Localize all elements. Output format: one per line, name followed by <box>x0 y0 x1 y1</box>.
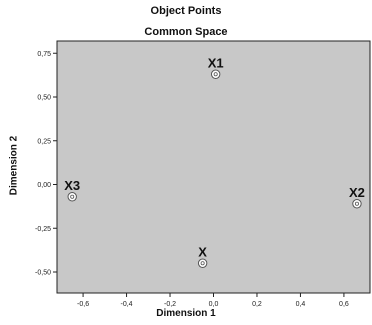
chart-title: Object Points <box>150 5 222 17</box>
x-axis-ticks: -0,6 -0,4 -0,2 0,0 0,2 0,4 0,6 <box>77 293 349 308</box>
data-point-marker <box>67 192 77 202</box>
x-tick-label: -0,4 <box>121 301 133 308</box>
data-point-marker <box>210 69 221 79</box>
data-point-marker-inner <box>200 261 205 266</box>
y-axis-ticks: 0,75 0,50 0,25 0,00 -0,25 -0,50 <box>35 51 57 277</box>
y-axis-label: Dimension 2 <box>8 135 20 196</box>
x-tick-label: 0,6 <box>339 301 349 308</box>
data-point-marker-inner <box>354 201 359 206</box>
y-tick-label: 0,75 <box>37 51 51 58</box>
data-points: X1 X3 X2 X <box>64 55 365 268</box>
data-point-label: X1 <box>208 55 224 70</box>
data-point-marker <box>197 258 208 268</box>
data-point-label: X2 <box>349 185 365 200</box>
x-tick-label: -0,6 <box>77 301 89 308</box>
data-point-label: X3 <box>64 178 80 193</box>
y-tick-label: 0,50 <box>37 95 51 102</box>
x-tick-label: 0,2 <box>252 301 262 308</box>
x-axis-label: Dimension 1 <box>156 308 216 319</box>
y-tick-label: 0,25 <box>37 138 51 145</box>
chart-subtitle: Common Space <box>144 26 228 38</box>
x-tick-label: -0,2 <box>164 301 176 308</box>
x-tick-label: 0,4 <box>296 301 306 308</box>
data-point-label: X <box>198 244 207 259</box>
plot-area <box>56 40 371 294</box>
y-tick-label: -0,25 <box>35 226 51 233</box>
data-point-marker <box>352 199 362 209</box>
data-point-marker-inner <box>213 72 218 77</box>
x-tick-label: 0,0 <box>209 301 219 308</box>
y-tick-label: 0,00 <box>37 182 51 189</box>
y-tick-label: -0,50 <box>35 270 51 277</box>
data-point-marker-inner <box>70 194 75 199</box>
